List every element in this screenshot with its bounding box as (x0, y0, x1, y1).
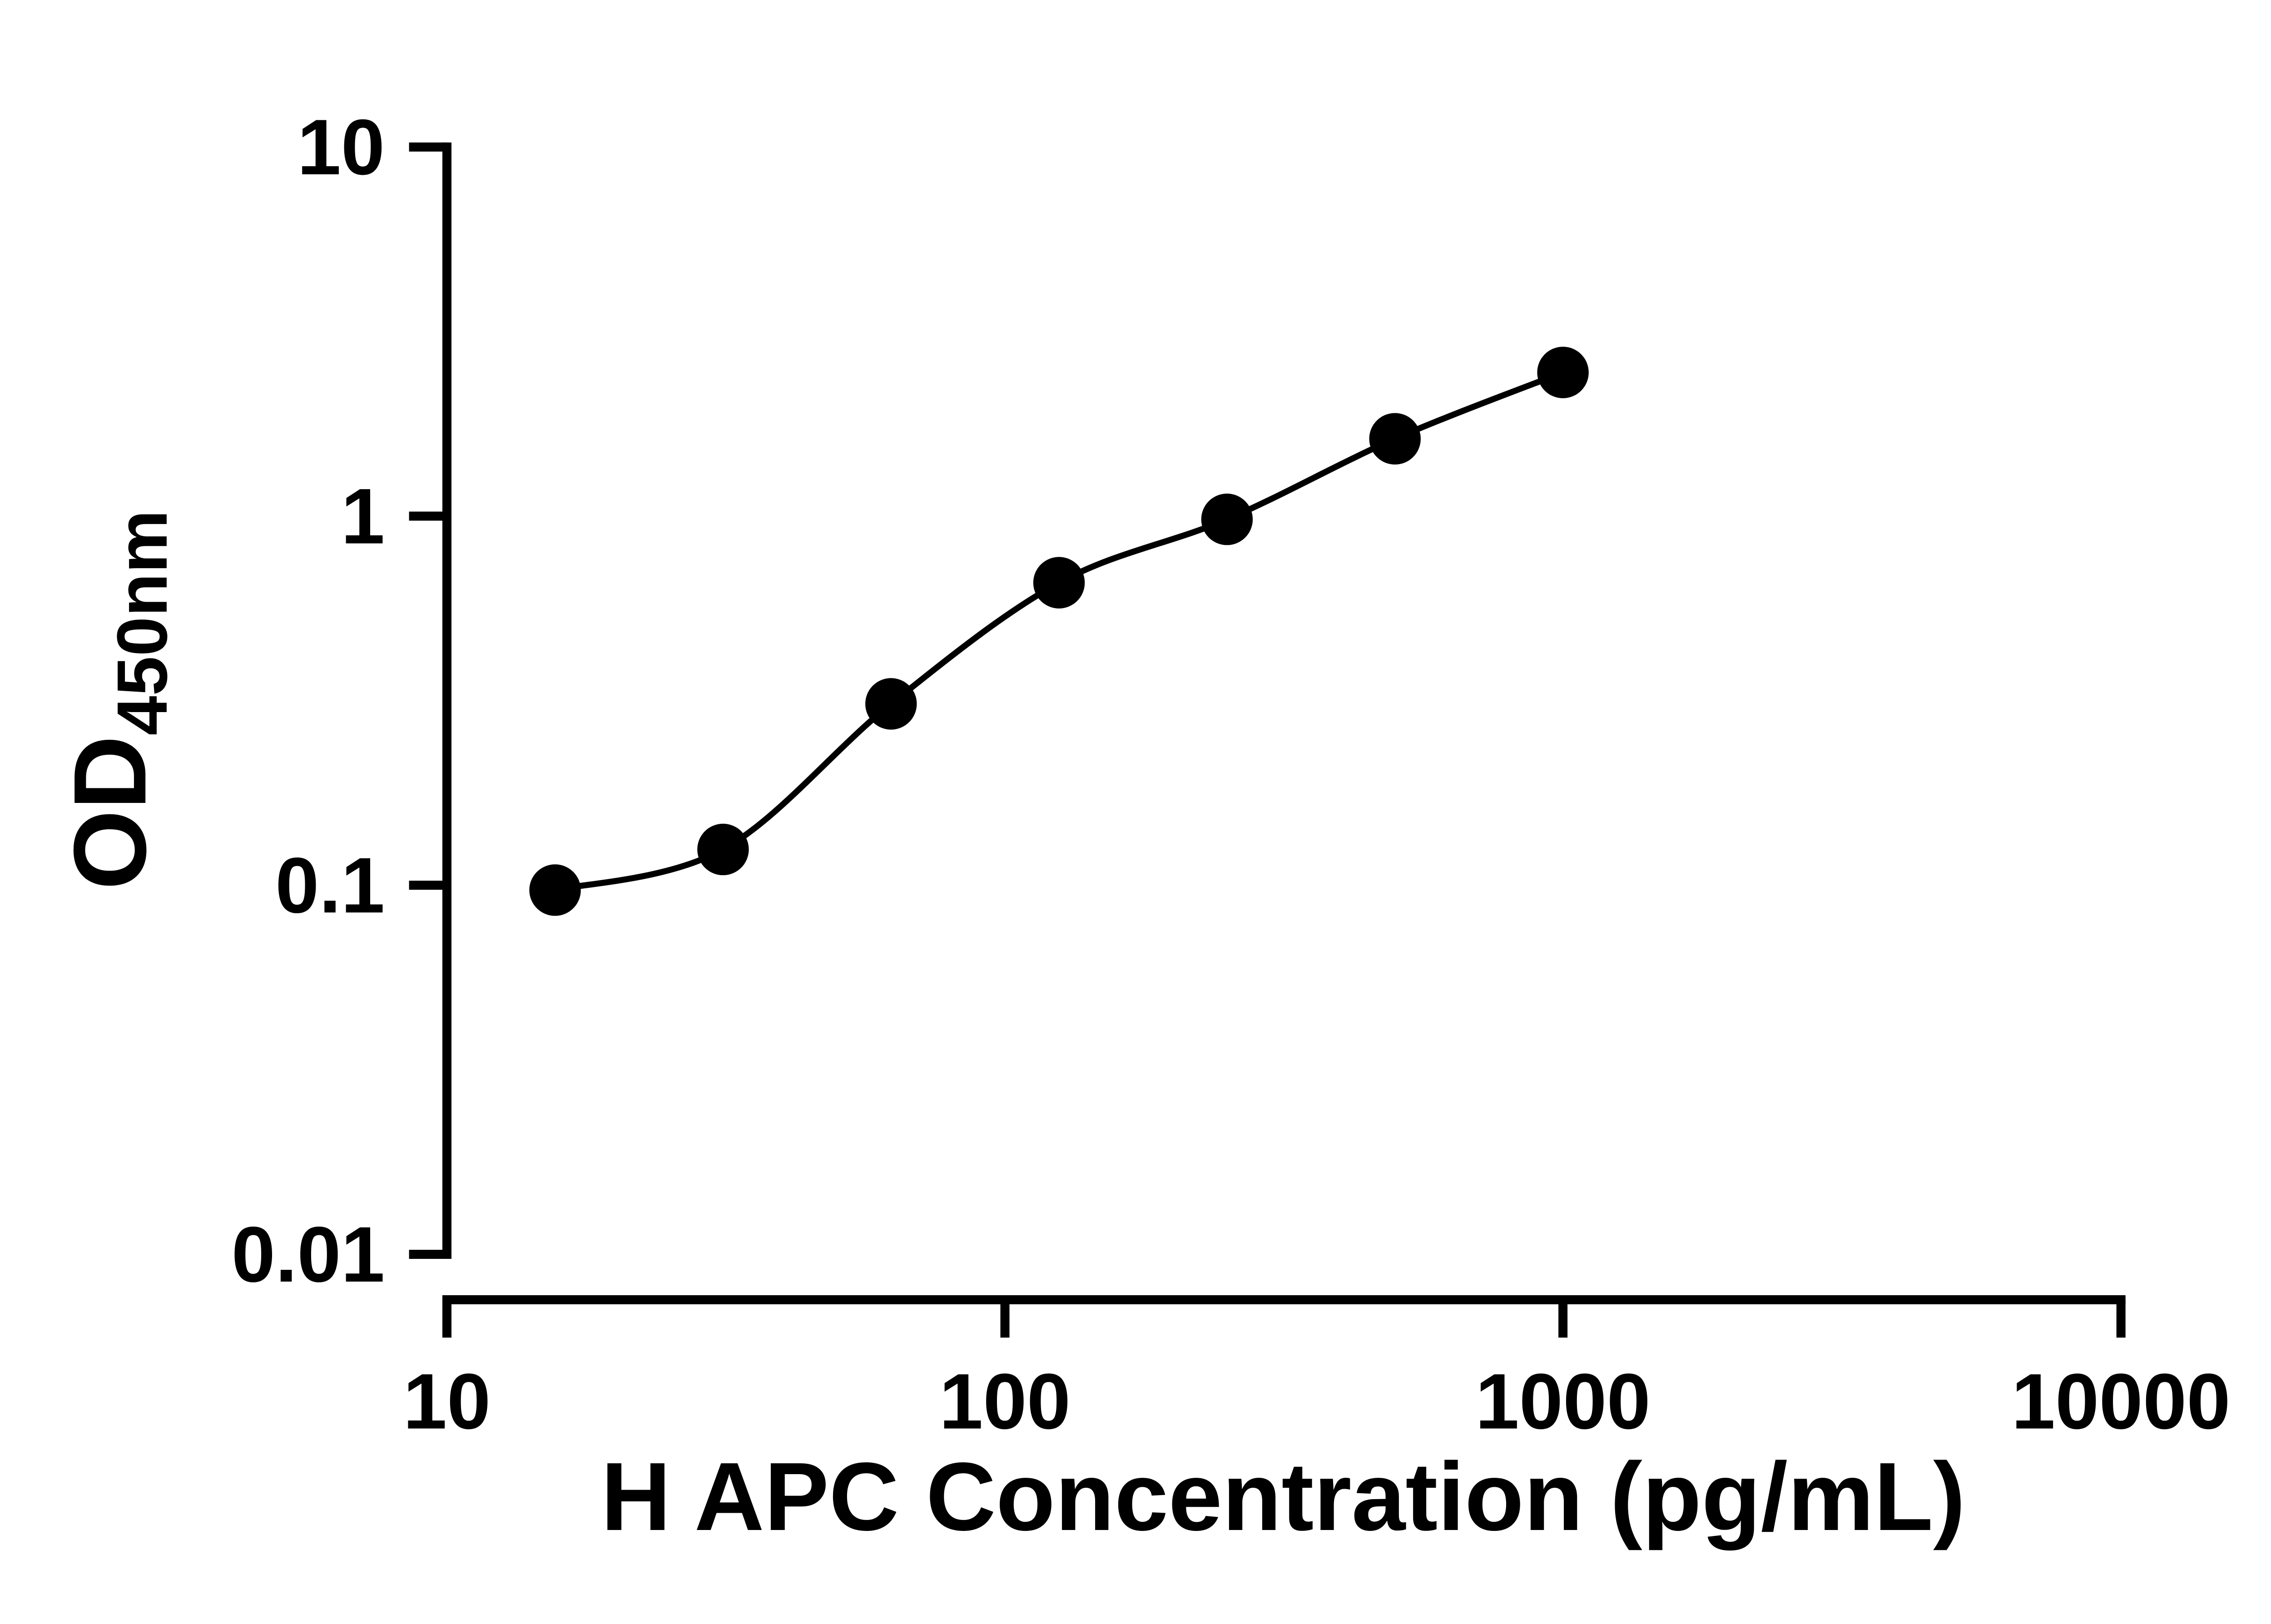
x-tick-label: 1000 (1475, 1357, 1651, 1446)
x-axis-title: H APC Concentration (pg/mL) (601, 1443, 1965, 1551)
y-axis-title-main: OD (53, 735, 168, 890)
data-point-marker (1201, 493, 1253, 545)
x-tick-label: 10000 (2012, 1357, 2231, 1446)
y-tick-label: 10 (297, 103, 385, 191)
x-tick-label: 100 (939, 1357, 1071, 1446)
data-point-marker (1369, 413, 1421, 465)
data-point-marker (1033, 557, 1085, 609)
data-point-marker (697, 823, 749, 876)
y-axis-title: OD450nm (53, 510, 182, 890)
data-point-marker (529, 864, 581, 916)
data-points-group (529, 347, 1589, 916)
y-tick-label: 0.1 (275, 841, 385, 929)
data-point-marker (1537, 347, 1589, 398)
y-axis: 10 1 0.1 0.01 (232, 103, 451, 1298)
y-tick-label: 1 (341, 472, 385, 560)
x-tick-label: 10 (403, 1357, 491, 1446)
y-tick-label: 0.01 (232, 1210, 385, 1298)
x-axis: 10 100 1000 10000 (403, 1295, 2231, 1446)
data-point-marker (865, 678, 917, 730)
y-axis-title-subscript: 450nm (103, 510, 182, 736)
